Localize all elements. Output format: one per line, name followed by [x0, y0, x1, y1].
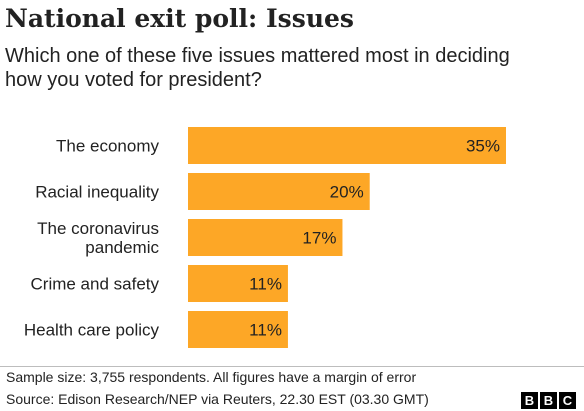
footer-divider — [0, 366, 584, 367]
chart-subtitle: Which one of these five issues mattered … — [5, 45, 510, 91]
sample-note: Sample size: 3,755 respondents. All figu… — [6, 369, 417, 385]
bbc-logo-letter: B — [540, 392, 557, 409]
bbc-logo-letter: B — [521, 392, 538, 409]
value-label-3: 11% — [249, 275, 282, 294]
source-note: Source: Edison Research/NEP via Reuters,… — [6, 391, 429, 407]
category-label-1: Racial inequality — [35, 183, 159, 202]
bbc-logo: B B C — [521, 392, 576, 409]
value-label-1: 20% — [330, 183, 364, 202]
category-label-2: The coronavirus pandemic — [37, 219, 159, 257]
category-label-3: Crime and safety — [31, 275, 160, 294]
bar-4 — [188, 311, 288, 348]
bar-3 — [188, 265, 288, 302]
bbc-logo-letter: C — [559, 392, 576, 409]
bar-0 — [188, 127, 506, 164]
category-label-4: Health care policy — [24, 321, 160, 340]
bar-1 — [188, 173, 370, 210]
value-label-2: 17% — [302, 229, 336, 248]
value-label-4: 11% — [249, 321, 282, 340]
value-label-0: 35% — [466, 137, 500, 156]
bar-2 — [188, 219, 343, 256]
chart-title: National exit poll: Issues — [5, 4, 354, 33]
bar-chart: The economy 35% Racial inequality 20% The co… — [24, 127, 506, 348]
category-label-0: The economy — [56, 137, 159, 156]
